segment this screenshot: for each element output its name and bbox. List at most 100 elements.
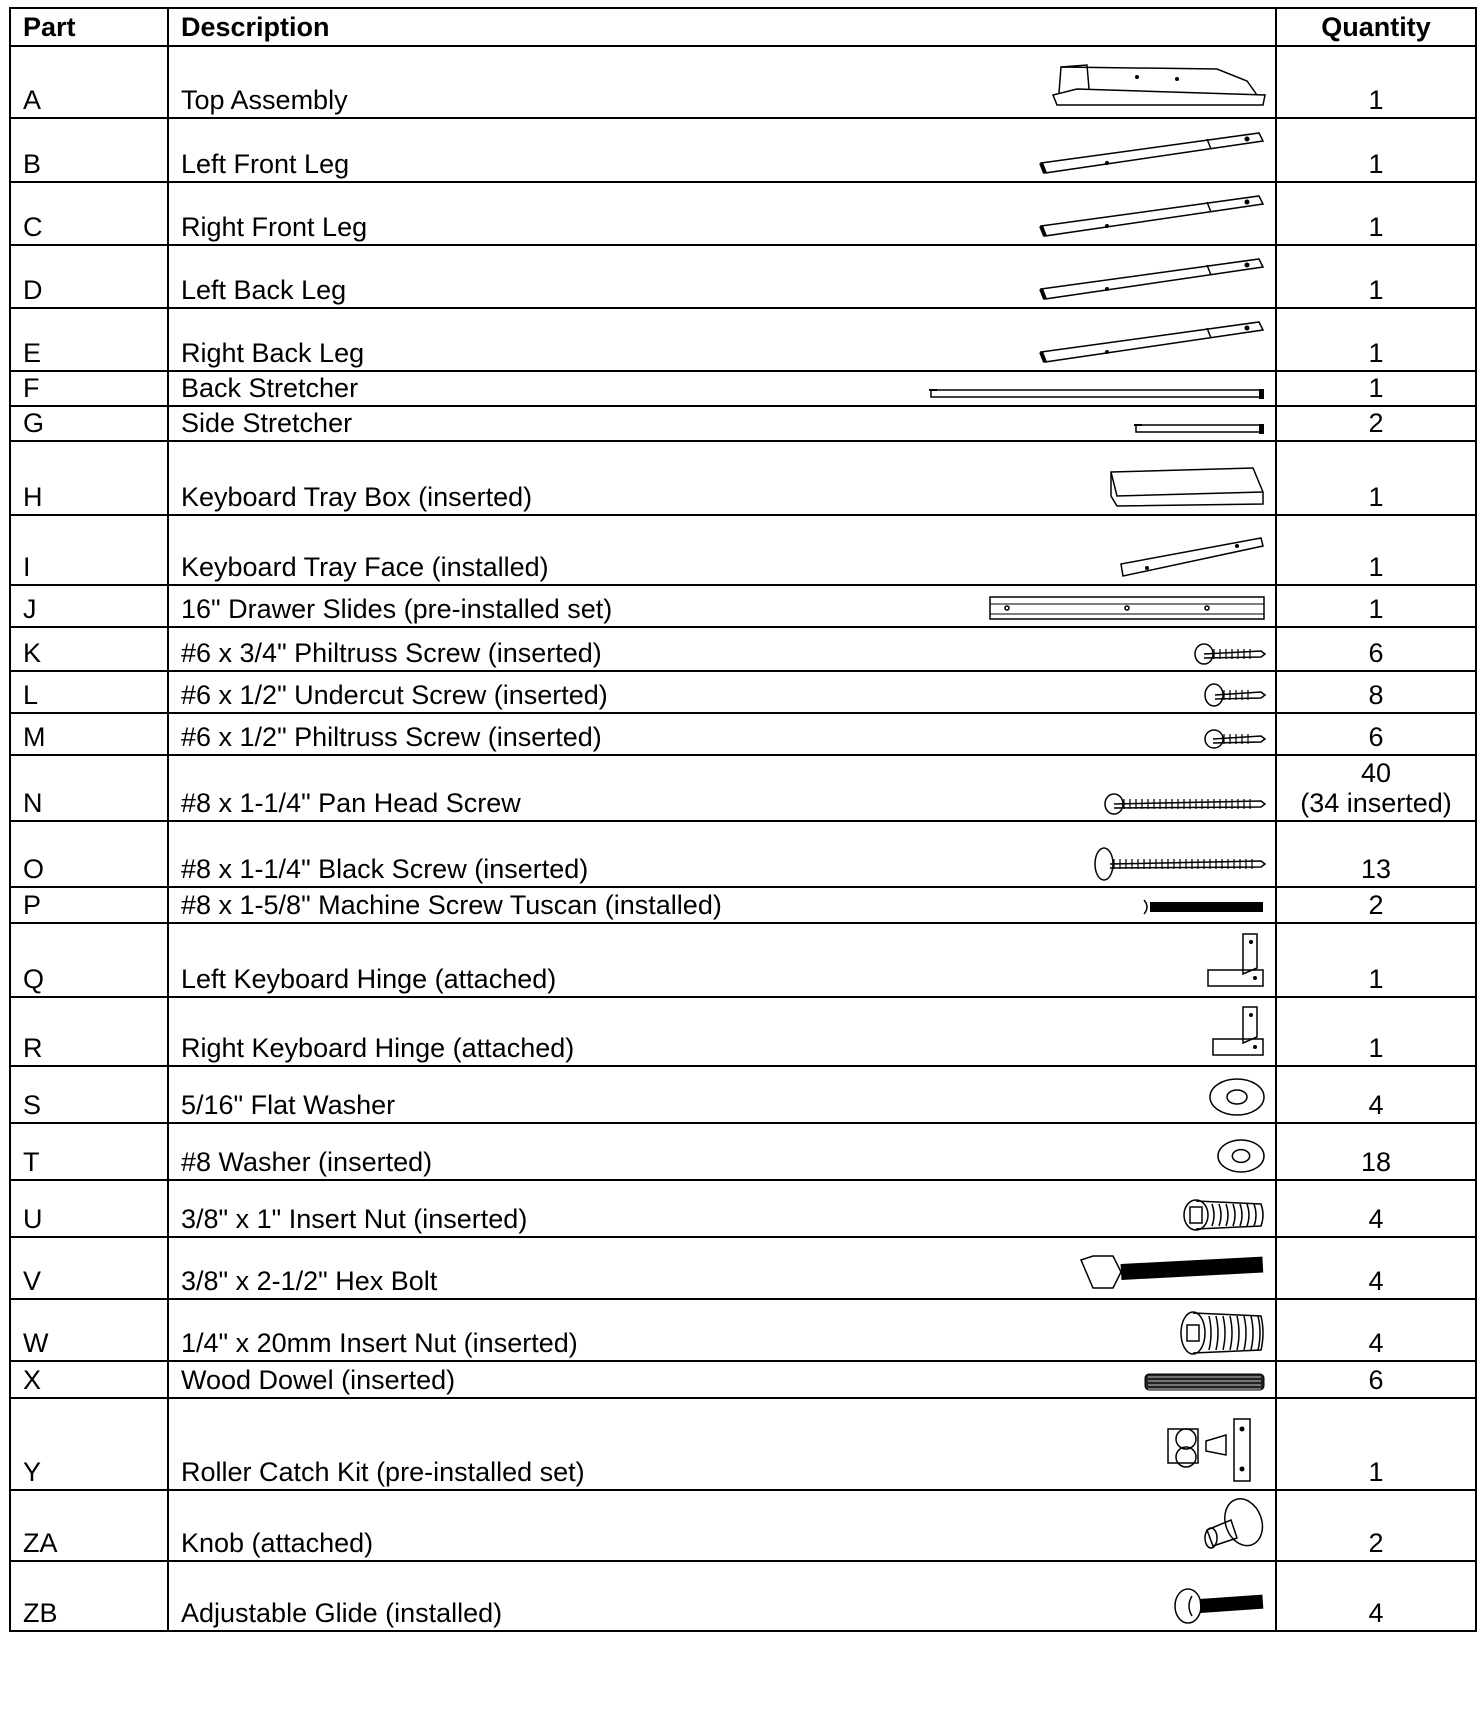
part-description-cell: #6 x 1/2" Philtruss Screw (inserted): [167, 712, 1277, 756]
part-quantity: 1: [1368, 373, 1384, 403]
part-letter: I: [9, 514, 169, 586]
part-description: 16" Drawer Slides (pre-installed set): [181, 594, 613, 624]
part-description-cell: Adjustable Glide (installed): [167, 1560, 1277, 1632]
part-quantity-cell: 1: [1275, 117, 1477, 183]
part-letter: W: [9, 1298, 169, 1362]
table-row: I Keyboard Tray Face (installed) 1: [9, 514, 1477, 586]
part-description-cell: 3/8" x 2-1/2" Hex Bolt: [167, 1236, 1277, 1300]
part-description-cell: 3/8" x 1" Insert Nut (inserted): [167, 1179, 1277, 1238]
part-description: Keyboard Tray Box (inserted): [181, 482, 533, 512]
part-description-cell: #8 Washer (inserted): [167, 1122, 1277, 1181]
table-row: Y Roller Catch Kit (pre-installed set) 1: [9, 1397, 1477, 1491]
part-description: Roller Catch Kit (pre-installed set): [181, 1457, 585, 1487]
dowel-icon: [1142, 1371, 1267, 1393]
part-quantity: 1: [1368, 552, 1384, 582]
table-row: E Right Back Leg 1: [9, 307, 1477, 372]
screw-icon: [1102, 792, 1267, 816]
machine-screw-icon: [1142, 896, 1267, 918]
part-description-cell: #8 x 1-1/4" Black Screw (inserted): [167, 820, 1277, 888]
part-quantity: 1: [1368, 85, 1384, 115]
part-quantity: 18: [1360, 1147, 1392, 1177]
part-description: Right Front Leg: [181, 212, 368, 242]
part-letter: R: [9, 996, 169, 1067]
screw-icon: [1192, 642, 1267, 666]
part-letter: E: [9, 307, 169, 372]
table-row: ZB Adjustable Glide (installed) 4: [9, 1560, 1477, 1632]
part-quantity: 1: [1368, 594, 1384, 624]
part-description-cell: 1/4" x 20mm Insert Nut (inserted): [167, 1298, 1277, 1362]
part-description: Knob (attached): [181, 1528, 374, 1558]
part-description: Side Stretcher: [181, 408, 353, 438]
part-letter: P: [9, 886, 169, 924]
part-description-cell: 5/16" Flat Washer: [167, 1065, 1277, 1124]
part-description: Right Keyboard Hinge (attached): [181, 1033, 575, 1063]
top-assembly-icon: [1047, 61, 1267, 113]
part-description: #8 x 1-1/4" Black Screw (inserted): [181, 854, 589, 884]
part-description: 5/16" Flat Washer: [181, 1090, 396, 1120]
leg-icon: [1037, 127, 1267, 177]
part-description-cell: #8 x 1-1/4" Pan Head Screw: [167, 754, 1277, 822]
part-quantity: 40: [1360, 758, 1392, 788]
part-quantity-cell: 1: [1275, 514, 1477, 586]
table-row: S 5/16" Flat Washer 4: [9, 1065, 1477, 1124]
part-letter: V: [9, 1236, 169, 1300]
part-letter: U: [9, 1179, 169, 1238]
knob-icon: [1197, 1496, 1267, 1556]
part-letter: Q: [9, 922, 169, 998]
part-description-cell: Knob (attached): [167, 1489, 1277, 1562]
part-quantity-cell: 1: [1275, 922, 1477, 998]
part-quantity-cell: 2: [1275, 886, 1477, 924]
part-letter: T: [9, 1122, 169, 1181]
part-description: 3/8" x 2-1/2" Hex Bolt: [181, 1266, 438, 1296]
part-letter: S: [9, 1065, 169, 1124]
table-row: G Side Stretcher 2: [9, 405, 1477, 442]
part-quantity: 1: [1368, 482, 1384, 512]
part-quantity-cell: 1: [1275, 370, 1477, 407]
table-row: P #8 x 1-5/8" Machine Screw Tuscan (insta…: [9, 886, 1477, 924]
part-quantity-cell: 4: [1275, 1065, 1477, 1124]
part-quantity-cell: 4: [1275, 1560, 1477, 1632]
part-letter: L: [9, 670, 169, 714]
part-description-cell: Left Back Leg: [167, 244, 1277, 309]
part-quantity: 1: [1368, 149, 1384, 179]
table-row: C Right Front Leg 1: [9, 181, 1477, 246]
part-description-cell: Right Keyboard Hinge (attached): [167, 996, 1277, 1067]
table-row: J 16" Drawer Slides (pre-installed set) 1: [9, 584, 1477, 628]
part-letter: ZA: [9, 1489, 169, 1562]
part-letter: B: [9, 117, 169, 183]
part-quantity: 4: [1368, 1204, 1384, 1234]
leg-icon: [1037, 190, 1267, 240]
part-description-cell: Right Front Leg: [167, 181, 1277, 246]
part-description: Left Keyboard Hinge (attached): [181, 964, 557, 994]
glide-icon: [1172, 1586, 1267, 1626]
side-stretcher-icon: [1132, 422, 1267, 436]
screw-icon: [1202, 682, 1267, 708]
table-row: Q Left Keyboard Hinge (attached) 1: [9, 922, 1477, 998]
part-description-cell: Roller Catch Kit (pre-installed set): [167, 1397, 1277, 1491]
table-row: H Keyboard Tray Box (inserted) 1: [9, 440, 1477, 516]
header-row: Part Description Quantity: [9, 7, 1477, 47]
part-quantity-cell: 1: [1275, 996, 1477, 1067]
part-quantity-cell: 6: [1275, 712, 1477, 756]
part-quantity-cell: 6: [1275, 1360, 1477, 1399]
header-description: Description: [167, 7, 1277, 47]
part-quantity: 4: [1368, 1328, 1384, 1358]
part-description: #8 Washer (inserted): [181, 1147, 433, 1177]
table-row: L #6 x 1/2" Undercut Screw (inserted) 8: [9, 670, 1477, 714]
part-quantity: 6: [1368, 638, 1384, 668]
table-row: A Top Assembly 1: [9, 45, 1477, 119]
screw-icon: [1092, 846, 1267, 882]
part-letter: J: [9, 584, 169, 628]
part-quantity-cell: 1: [1275, 1397, 1477, 1491]
part-description-cell: Keyboard Tray Box (inserted): [167, 440, 1277, 516]
header-part: Part: [9, 7, 169, 47]
part-description: Wood Dowel (inserted): [181, 1365, 456, 1395]
insert-nut-icon: [1182, 1198, 1267, 1232]
part-quantity-note: (34 inserted): [1300, 788, 1452, 818]
part-quantity: 4: [1368, 1090, 1384, 1120]
washer-icon: [1215, 1137, 1267, 1175]
washer-icon: [1207, 1076, 1267, 1118]
part-description-cell: 16" Drawer Slides (pre-installed set): [167, 584, 1277, 628]
table-row: K #6 x 3/4" Philtruss Screw (inserted) 6: [9, 626, 1477, 672]
part-description: Left Back Leg: [181, 275, 347, 305]
